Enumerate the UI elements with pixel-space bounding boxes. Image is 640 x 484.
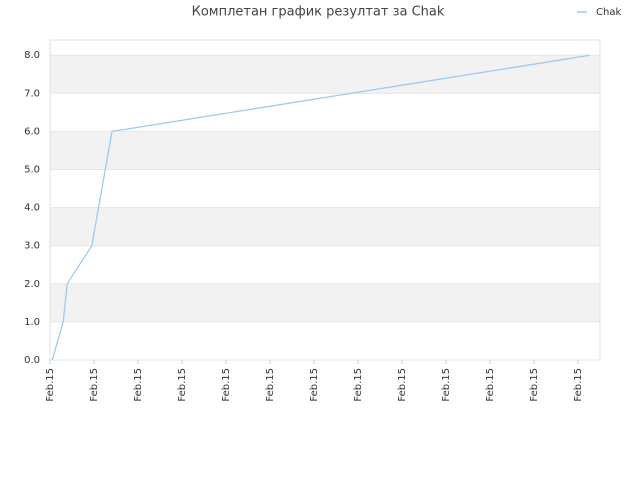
x-tick-label: Feb.15 xyxy=(573,368,584,402)
y-tick-label: 0.0 xyxy=(24,355,40,366)
legend-label: Chak xyxy=(596,7,621,18)
y-tick-label: 7.0 xyxy=(24,88,40,99)
grid-band xyxy=(50,283,600,322)
grid-band xyxy=(50,55,600,94)
y-tick-label: 3.0 xyxy=(24,241,40,252)
x-tick-label: Feb.15 xyxy=(89,368,100,402)
y-tick-label: 2.0 xyxy=(24,279,40,290)
x-tick-label: Feb.15 xyxy=(397,368,408,402)
y-tick-label: 5.0 xyxy=(24,165,40,176)
y-tick-label: 1.0 xyxy=(24,317,40,328)
grid-band xyxy=(50,131,600,170)
x-tick-label: Feb.15 xyxy=(485,368,496,402)
x-tick-label: Feb.15 xyxy=(45,368,56,402)
x-tick-label: Feb.15 xyxy=(441,368,452,402)
x-tick-label: Feb.15 xyxy=(529,368,540,402)
y-tick-label: 4.0 xyxy=(24,203,40,214)
x-tick-label: Feb.15 xyxy=(309,368,320,402)
chart-title: Комплетан график резултат за Chak xyxy=(192,5,445,20)
x-tick-label: Feb.15 xyxy=(133,368,144,402)
y-tick-label: 6.0 xyxy=(24,126,40,137)
series-line xyxy=(51,54,590,361)
x-tick-label: Feb.15 xyxy=(353,368,364,402)
x-tick-label: Feb.15 xyxy=(221,368,232,402)
y-tick-label: 8.0 xyxy=(24,50,40,61)
grid-band xyxy=(50,207,600,246)
x-tick-label: Feb.15 xyxy=(265,368,276,402)
x-tick-label: Feb.15 xyxy=(177,368,188,402)
